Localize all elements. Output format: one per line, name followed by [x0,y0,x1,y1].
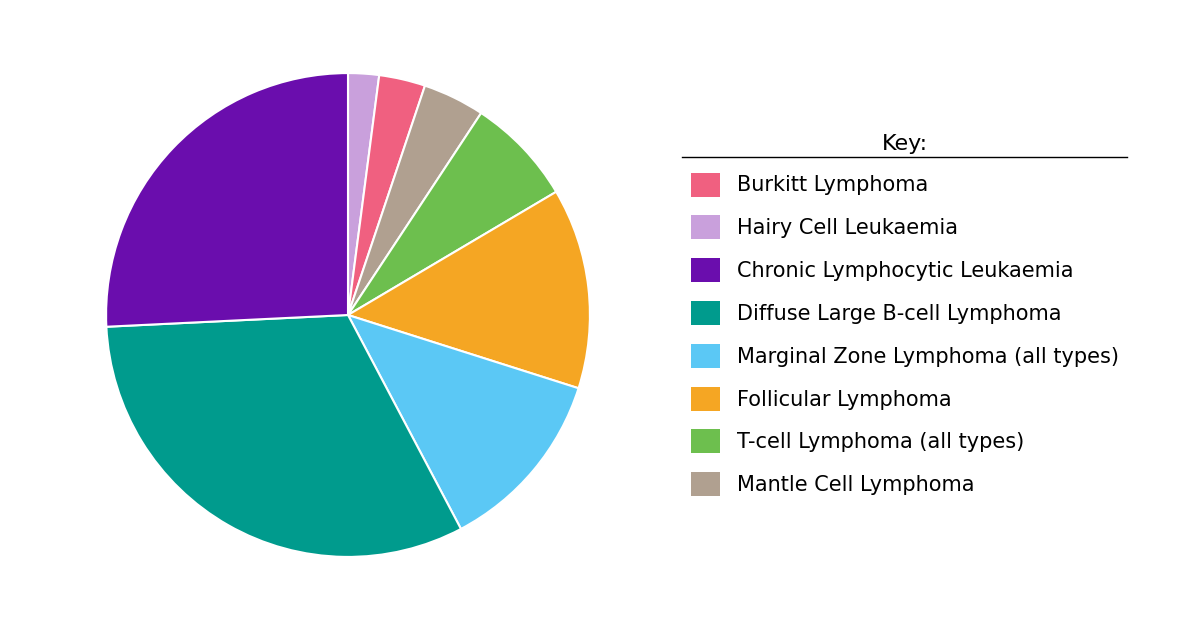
Wedge shape [348,73,379,315]
Wedge shape [106,73,348,327]
Wedge shape [348,192,590,388]
Legend: Burkitt Lymphoma, Hairy Cell Leukaemia, Chronic Lymphocytic Leukaemia, Diffuse L: Burkitt Lymphoma, Hairy Cell Leukaemia, … [683,125,1127,505]
Wedge shape [348,86,481,315]
Wedge shape [348,315,578,529]
Wedge shape [107,315,461,557]
Wedge shape [348,113,556,315]
Wedge shape [348,75,425,315]
